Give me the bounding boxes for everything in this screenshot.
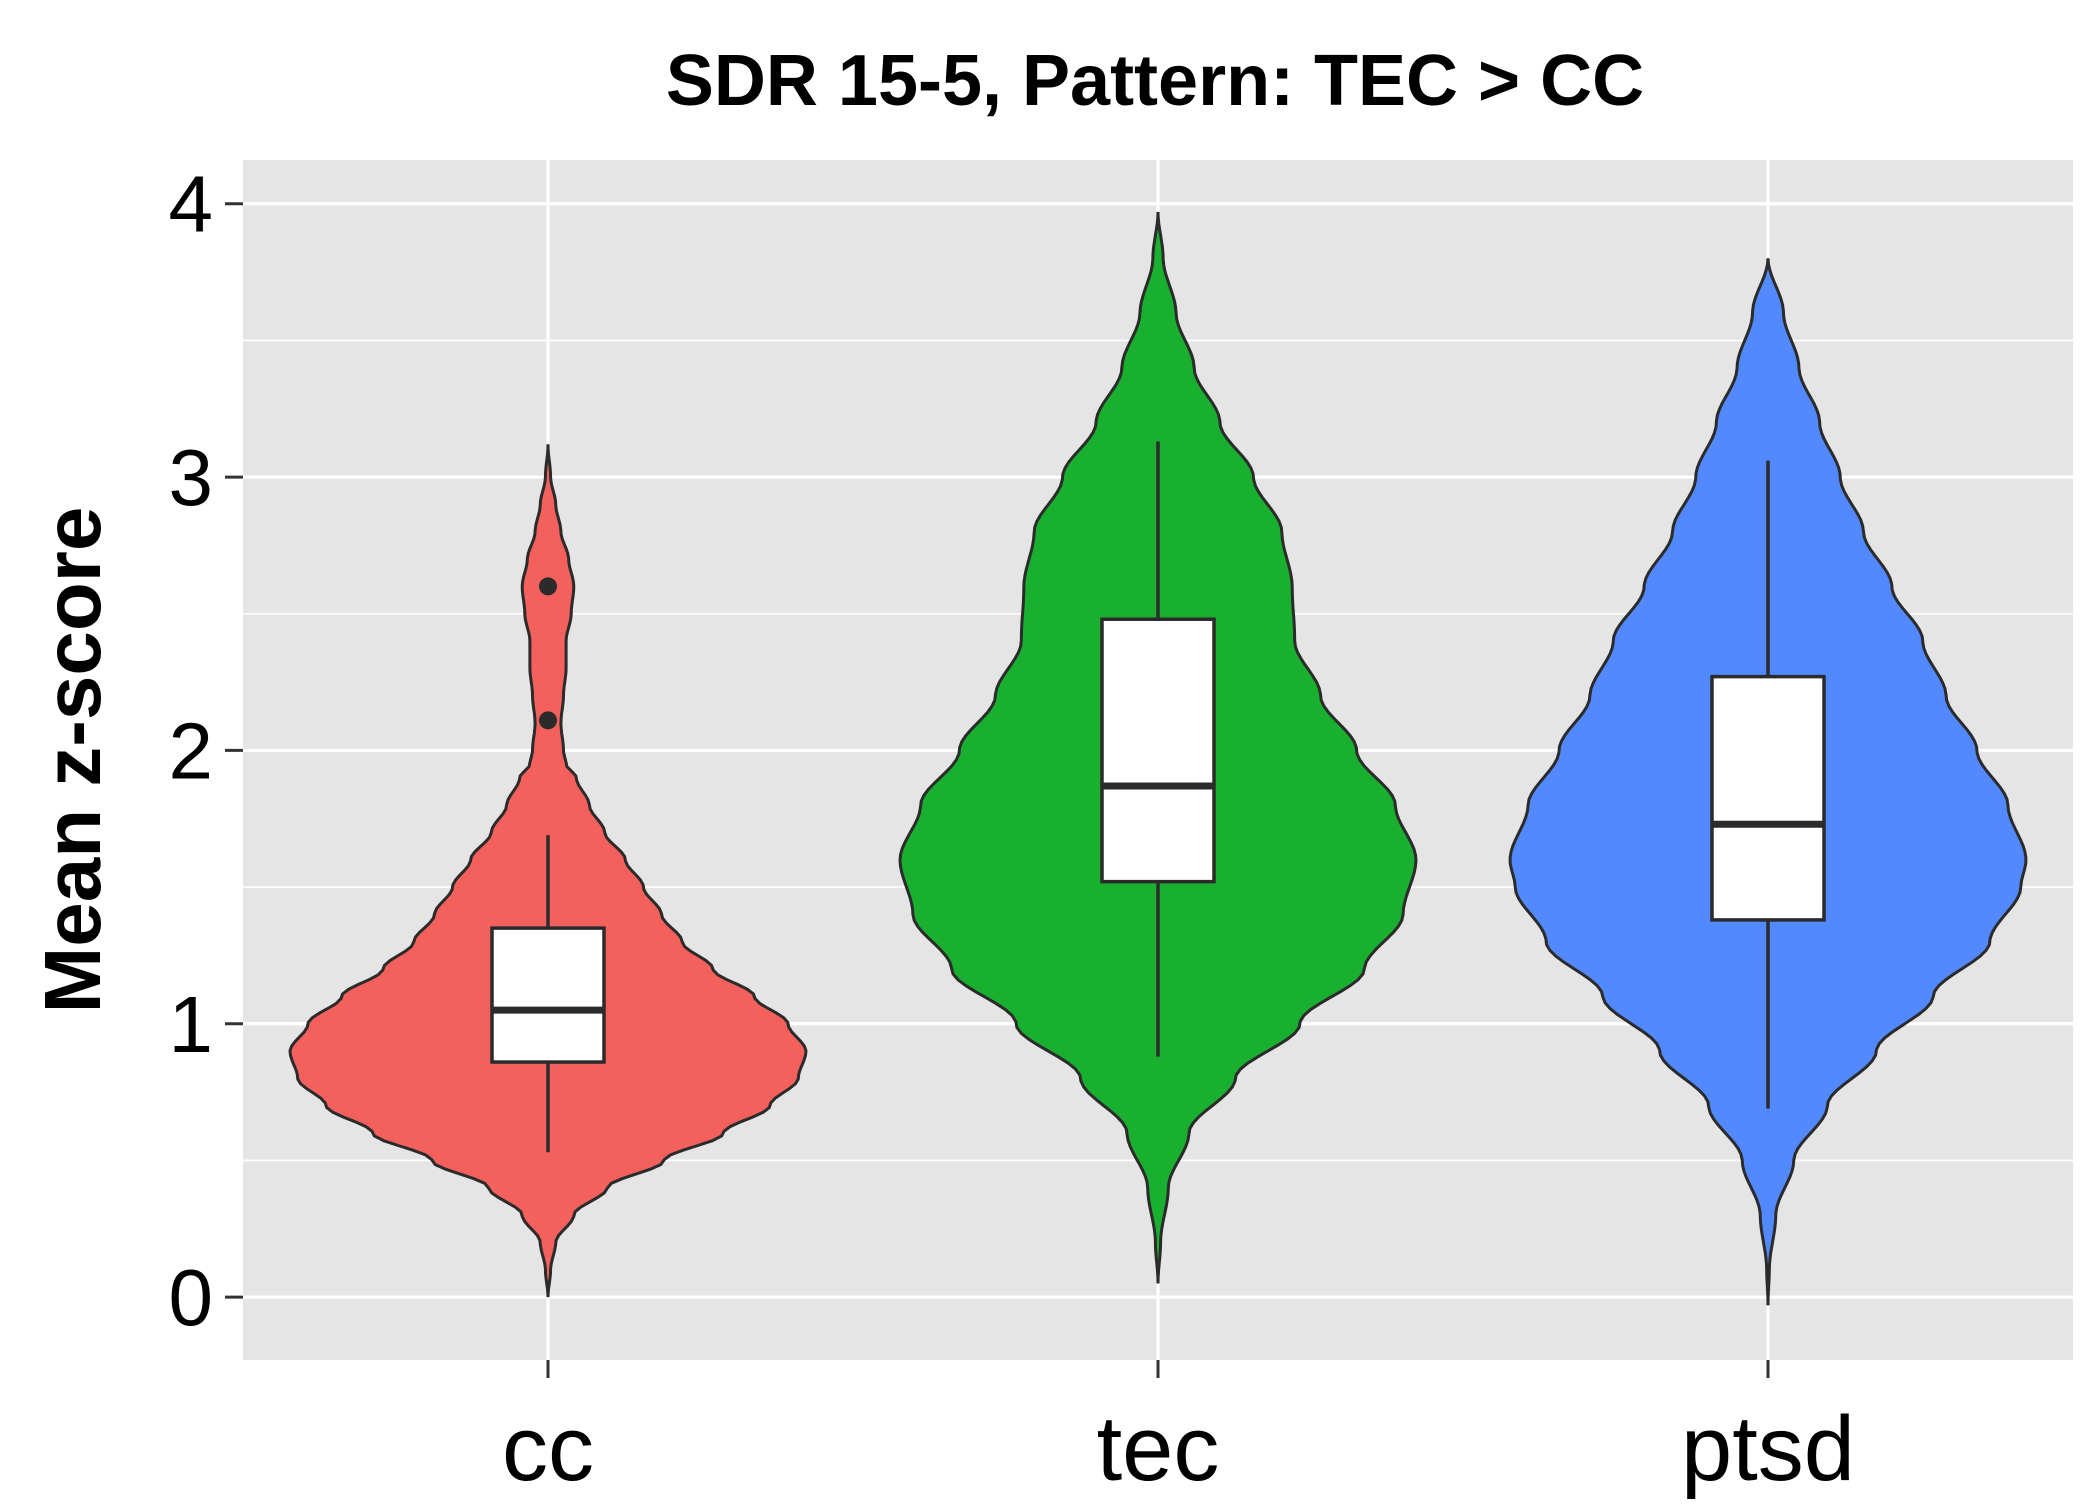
y-tick-label: 0 [169, 1253, 214, 1342]
axes: 0 1 2 3 4 cc tec ptsd [169, 160, 1855, 1500]
box-cc [490, 926, 606, 1064]
x-tick-label-tec: tec [1097, 1398, 1220, 1500]
y-tick-label: 4 [169, 160, 214, 249]
x-tick-label-cc: cc [502, 1398, 594, 1500]
box-tec [1100, 617, 1216, 884]
y-axis-title: Mean z-score [28, 507, 117, 1014]
y-tick-label: 3 [169, 433, 214, 522]
x-tick-label-ptsd: ptsd [1681, 1398, 1855, 1500]
outlier-point-cc [539, 577, 557, 596]
y-tick-label: 2 [169, 706, 214, 795]
outlier-point-cc [539, 711, 557, 730]
box-ptsd [1710, 674, 1826, 922]
y-tick-label: 1 [169, 980, 214, 1069]
chart-title: SDR 15-5, Pattern: TEC > CC [666, 41, 1644, 121]
boxplots [490, 441, 1826, 1153]
